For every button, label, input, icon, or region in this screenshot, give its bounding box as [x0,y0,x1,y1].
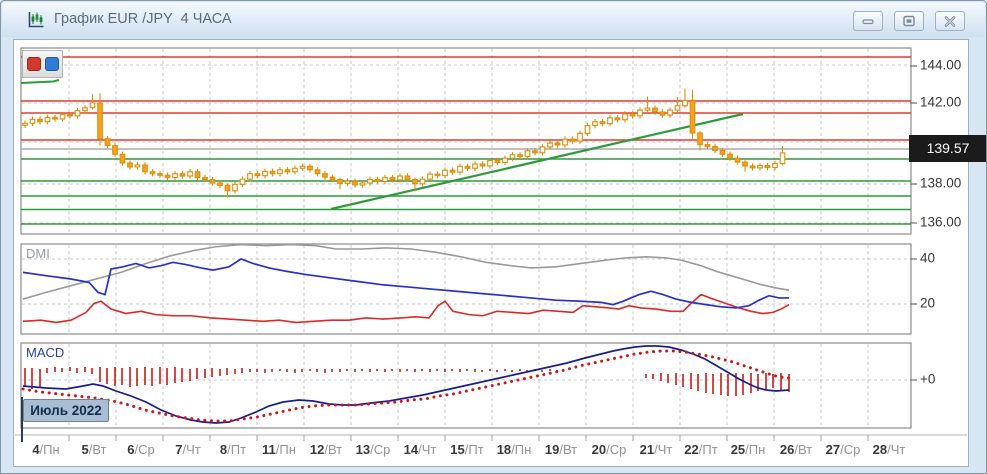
buy-blue-button[interactable] [45,57,59,71]
maximize-button[interactable] [894,11,924,31]
quick-trade-toolbar [22,50,63,78]
month-label: Июль 2022 [23,399,109,422]
close-icon [944,15,956,27]
minimize-icon [862,19,874,25]
close-button[interactable] [935,11,965,31]
chart-canvas[interactable] [13,39,969,467]
window-chart-icon [28,12,44,28]
window-title: График EUR /JPY 4 ЧАСА [54,11,232,27]
sell-red-button[interactable] [27,57,41,71]
macd-panel-label: MACD [26,345,65,360]
dmi-panel-label: DMI [26,246,50,261]
minimize-button[interactable] [853,11,883,31]
maximize-icon [903,15,915,27]
titlebar[interactable]: График EUR /JPY 4 ЧАСА [2,2,985,37]
